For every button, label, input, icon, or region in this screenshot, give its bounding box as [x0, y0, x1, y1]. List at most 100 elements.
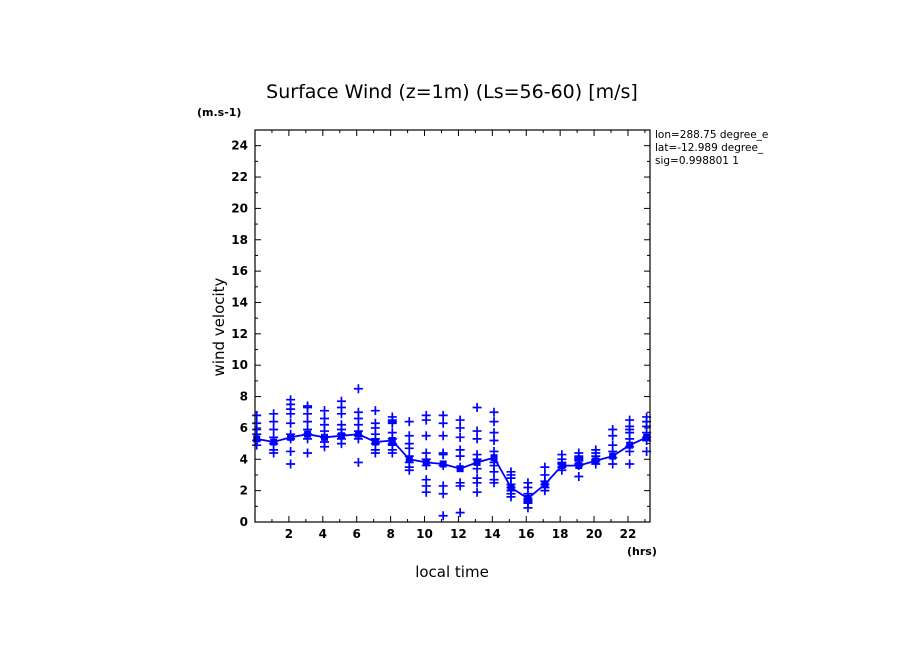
- y-tick-label: 8: [240, 390, 248, 404]
- scatter-point: [269, 424, 279, 434]
- scatter-point: [438, 410, 448, 420]
- scatter-point: [421, 487, 431, 497]
- scatter-point: [404, 443, 414, 453]
- scatter-point: [489, 428, 499, 438]
- info-sig: sig=0.998801 1: [655, 155, 739, 167]
- mean-marker: [473, 458, 481, 466]
- y-tick-label: 18: [231, 233, 248, 247]
- scatter-point: [353, 457, 363, 467]
- scatter-point: [269, 417, 279, 427]
- y-tick-label: 4: [240, 452, 248, 466]
- scatter-point: [370, 448, 380, 458]
- x-tick-label: 20: [586, 527, 603, 541]
- mean-marker: [354, 430, 362, 438]
- plot-marks: [252, 384, 652, 521]
- mean-marker: [490, 454, 498, 462]
- scatter-point: [286, 418, 296, 428]
- y-tick-label: 0: [240, 515, 248, 529]
- x-tick-label: 6: [353, 527, 361, 541]
- scatter-point: [455, 508, 465, 518]
- mean-marker: [626, 441, 634, 449]
- scatter-point: [404, 417, 414, 427]
- scatter-point: [625, 459, 635, 469]
- scatter-point: [286, 446, 296, 456]
- y-tick-label: 16: [231, 264, 248, 278]
- mean-marker: [558, 462, 566, 470]
- mean-marker: [287, 433, 295, 441]
- scatter-point: [421, 431, 431, 441]
- scatter-point: [489, 407, 499, 417]
- y-tick-label: 10: [231, 358, 248, 372]
- scatter-point: [608, 459, 618, 469]
- scatter-point: [353, 384, 363, 394]
- scatter-point: [489, 467, 499, 477]
- mean-marker: [253, 435, 261, 443]
- scatter-point: [286, 459, 296, 469]
- mean-marker: [643, 433, 651, 441]
- scatter-point: [438, 450, 448, 460]
- x-tick-label: 14: [484, 527, 501, 541]
- scatter-point: [489, 417, 499, 427]
- scatter-point: [370, 406, 380, 416]
- y-tick-label: 22: [231, 170, 248, 184]
- y-tick-label: 20: [231, 201, 248, 215]
- scatter-point: [387, 448, 397, 458]
- x-axis-title: local time: [415, 563, 489, 581]
- info-lat: lat=-12.989 degree_: [655, 142, 764, 154]
- y-tick-label: 24: [231, 139, 248, 153]
- mean-marker: [270, 438, 278, 446]
- scatter-point: [455, 423, 465, 433]
- mean-marker: [304, 430, 312, 438]
- mean-marker: [388, 436, 396, 444]
- mean-marker: [371, 438, 379, 446]
- x-tick-label: 10: [416, 527, 433, 541]
- scatter-point: [252, 410, 262, 420]
- scatter-point: [523, 503, 533, 513]
- scatter-point: [404, 465, 414, 475]
- scatter-point: [455, 415, 465, 425]
- scatter-point: [472, 403, 482, 413]
- scatter-point: [438, 511, 448, 521]
- x-unit-label: (hrs): [627, 545, 657, 558]
- scatter-point: [438, 481, 448, 491]
- scatter-point: [472, 487, 482, 497]
- y-tick-label: 14: [231, 295, 248, 309]
- scatter-point: [438, 489, 448, 499]
- plot-frame: [254, 129, 651, 523]
- mean-marker: [456, 465, 464, 473]
- scatter-point: [404, 431, 414, 441]
- mean-marker: [592, 457, 600, 465]
- scatter-point: [455, 432, 465, 442]
- y-axis-title: wind velocity: [210, 277, 228, 376]
- scatter-point: [336, 439, 346, 449]
- scatter-point: [489, 435, 499, 445]
- mean-marker: [337, 432, 345, 440]
- scatter-point: [608, 431, 618, 441]
- scatter-point: [303, 409, 313, 419]
- scatter-point: [320, 442, 330, 452]
- x-tick-label: 22: [620, 527, 637, 541]
- scatter-point: [455, 451, 465, 461]
- scatter-point: [506, 492, 516, 502]
- scatter-point: [489, 478, 499, 488]
- mean-marker: [609, 452, 617, 460]
- scatter-point: [269, 409, 279, 419]
- y-tick-label: 6: [240, 421, 248, 435]
- mean-marker: [507, 484, 515, 492]
- scatter-point: [540, 462, 550, 472]
- chart-title: Surface Wind (z=1m) (Ls=56-60) [m/s]: [266, 81, 638, 103]
- x-tick-label: 8: [386, 527, 394, 541]
- x-tick-label: 4: [319, 527, 327, 541]
- mean-marker: [439, 460, 447, 468]
- scatter-point: [472, 426, 482, 436]
- y-unit-label: (m.s-1): [197, 106, 241, 119]
- scatter-point: [387, 418, 397, 428]
- y-tick-label: 12: [231, 327, 248, 341]
- mean-marker: [422, 458, 430, 466]
- scatter-point: [455, 481, 465, 491]
- scatter-point: [303, 417, 313, 427]
- x-tick-label: 12: [450, 527, 467, 541]
- x-tick-label: 16: [518, 527, 535, 541]
